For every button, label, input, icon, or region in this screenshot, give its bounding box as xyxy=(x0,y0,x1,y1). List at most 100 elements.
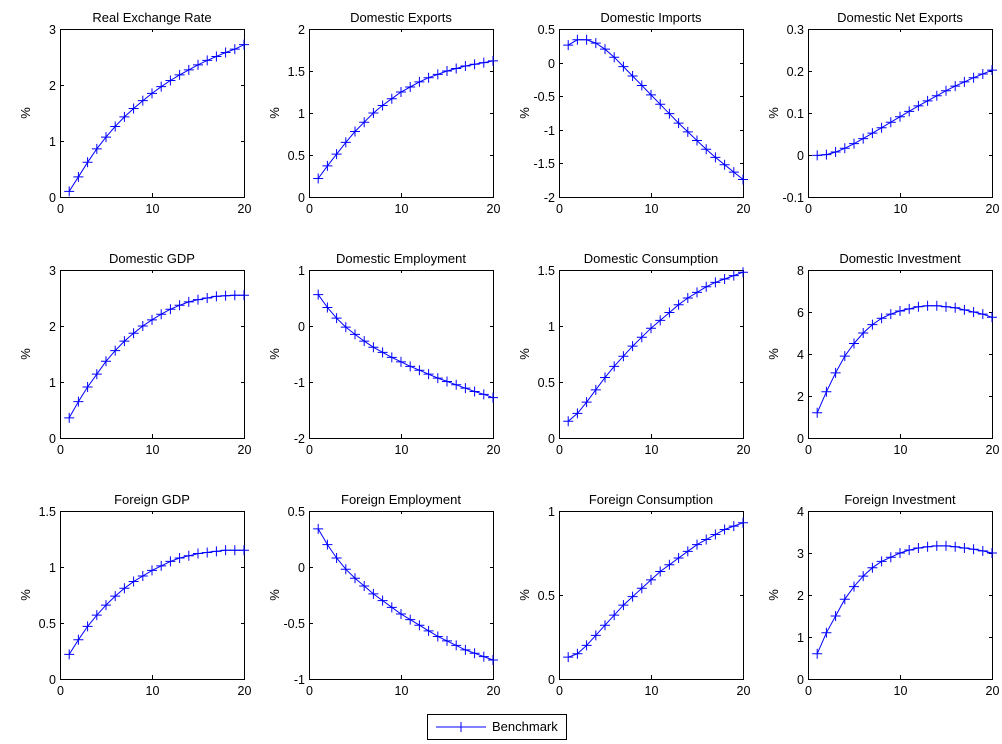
subplot: Domestic Consumption 0 0.5 1 1.5 0 10 20% xyxy=(517,251,750,457)
data-point-marker xyxy=(701,534,712,545)
data-point-marker xyxy=(377,595,388,606)
y-tick-label: 0 xyxy=(49,432,56,446)
y-tick-label: 2 xyxy=(298,23,305,37)
data-point-marker xyxy=(368,342,379,353)
data-point-marker xyxy=(423,369,434,380)
y-axis-label: % xyxy=(267,107,282,119)
x-tick-label: 0 xyxy=(556,684,563,698)
subplot-title: Foreign Investment xyxy=(844,492,956,507)
data-point-marker xyxy=(664,559,675,570)
y-axis-label: % xyxy=(517,107,532,119)
data-point-marker xyxy=(572,34,583,45)
data-point-marker xyxy=(609,610,620,621)
data-point-marker xyxy=(858,133,869,144)
data-point-marker xyxy=(229,290,240,301)
data-point-marker xyxy=(405,361,416,372)
data-point-marker xyxy=(451,640,462,651)
data-point-marker xyxy=(414,620,425,631)
data-point-marker xyxy=(682,546,693,557)
x-tick-label: 0 xyxy=(805,443,812,457)
x-tick-label: 10 xyxy=(645,202,659,216)
data-point-marker xyxy=(876,556,887,567)
data-point-marker xyxy=(692,539,702,550)
data-point-marker xyxy=(987,65,997,76)
y-tick-label: 0 xyxy=(298,191,305,205)
y-axis-label: % xyxy=(766,107,781,119)
subplot: Domestic Imports -2 -1.5 -1 -0.5 0 0.5 0 10 20% xyxy=(517,10,750,216)
x-tick-label: 10 xyxy=(894,202,908,216)
y-tick-label: -1 xyxy=(294,673,305,687)
data-point-marker xyxy=(101,356,111,367)
data-point-marker xyxy=(572,648,583,659)
subplot-title: Foreign Employment xyxy=(341,492,461,507)
x-tick-label: 20 xyxy=(487,684,501,698)
data-point-marker xyxy=(618,61,629,72)
data-point-marker xyxy=(183,64,194,75)
data-point-marker xyxy=(682,126,693,137)
data-point-marker xyxy=(563,652,574,663)
series-line xyxy=(317,294,494,399)
data-point-marker xyxy=(692,287,702,298)
data-point-marker xyxy=(220,290,231,301)
data-point-marker xyxy=(193,294,203,305)
y-tick-label: 0.3 xyxy=(787,23,804,37)
data-point-marker xyxy=(959,304,970,315)
data-point-marker xyxy=(82,621,93,632)
data-point-marker xyxy=(128,328,139,339)
data-point-marker xyxy=(719,524,730,535)
data-point-marker xyxy=(858,571,869,582)
y-tick-label: 0.5 xyxy=(538,376,555,390)
data-point-marker xyxy=(202,55,213,66)
series-line xyxy=(68,294,244,419)
data-point-marker xyxy=(812,648,823,659)
data-point-marker xyxy=(738,267,748,278)
data-point-marker xyxy=(377,100,388,111)
data-point-marker xyxy=(386,93,397,104)
data-point-marker xyxy=(812,407,823,418)
data-point-marker xyxy=(322,302,333,313)
data-point-marker xyxy=(73,171,84,182)
data-point-marker xyxy=(673,553,684,564)
data-point-marker xyxy=(193,59,203,70)
data-point-marker xyxy=(738,517,748,528)
y-tick-label: 0.1 xyxy=(787,107,804,121)
data-point-marker xyxy=(220,47,231,58)
x-tick-label: 0 xyxy=(57,443,64,457)
data-point-marker xyxy=(469,59,480,70)
y-tick-label: -1 xyxy=(544,124,555,138)
data-point-marker xyxy=(821,627,832,638)
data-point-marker xyxy=(581,640,592,651)
data-point-marker xyxy=(174,69,185,80)
data-point-marker xyxy=(359,581,370,592)
data-point-marker xyxy=(488,654,498,665)
x-tick-label: 20 xyxy=(737,684,751,698)
y-tick-label: 3 xyxy=(797,547,804,561)
series-line xyxy=(567,271,744,422)
data-point-marker xyxy=(202,293,213,303)
data-point-marker xyxy=(110,345,121,356)
series-line xyxy=(68,44,245,192)
data-point-marker xyxy=(728,167,739,178)
data-point-marker xyxy=(830,367,841,378)
data-point-marker xyxy=(655,315,666,326)
y-tick-label: 1.5 xyxy=(538,264,555,278)
data-point-marker xyxy=(82,157,93,168)
x-tick-label: 20 xyxy=(737,202,751,216)
data-point-marker xyxy=(174,300,185,311)
data-point-marker xyxy=(719,159,730,170)
data-point-marker xyxy=(867,562,878,573)
axes-box xyxy=(559,29,744,198)
data-point-marker xyxy=(812,150,823,161)
data-point-marker xyxy=(655,566,666,577)
data-point-marker xyxy=(590,38,601,49)
data-point-marker xyxy=(128,576,139,587)
data-point-marker xyxy=(340,137,351,148)
y-tick-label: 4 xyxy=(797,348,804,362)
data-point-marker xyxy=(91,610,102,621)
y-tick-label: 0.5 xyxy=(288,505,305,519)
data-point-marker xyxy=(432,69,443,80)
data-point-marker xyxy=(174,553,185,564)
subplot: Foreign Investment 0 1 2 3 4 0 10 20% xyxy=(766,492,999,698)
data-point-marker xyxy=(913,301,924,312)
series-line xyxy=(567,39,744,180)
